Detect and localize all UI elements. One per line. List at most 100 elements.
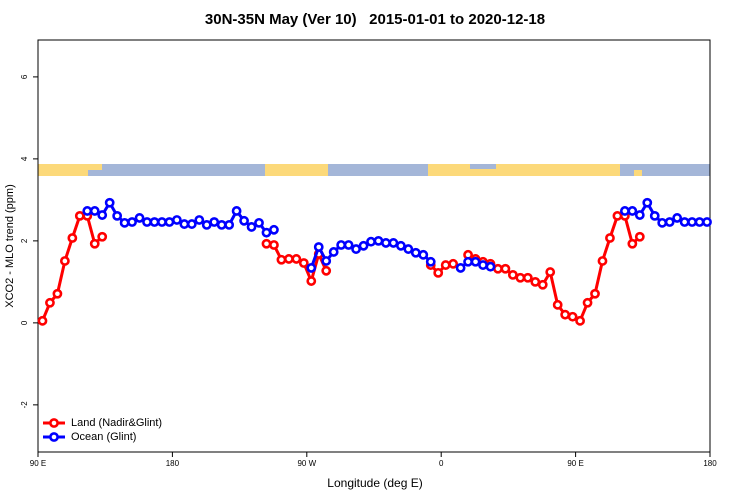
- point: [672, 213, 683, 223]
- plot-frame: [37, 39, 711, 453]
- point: [634, 231, 645, 242]
- point: [246, 222, 257, 232]
- point: [306, 276, 317, 286]
- point: [642, 197, 653, 208]
- point: [395, 240, 406, 251]
- point: [366, 236, 376, 247]
- point: [209, 217, 220, 227]
- point: [112, 210, 123, 221]
- point: [694, 217, 705, 227]
- point: [52, 288, 63, 299]
- x-tick-label: 180: [703, 459, 717, 468]
- point: [478, 260, 488, 270]
- point: [515, 272, 526, 283]
- point: [493, 263, 503, 274]
- point: [605, 233, 615, 243]
- point: [313, 242, 324, 252]
- point: [463, 256, 473, 267]
- point: [149, 217, 160, 227]
- point: [74, 210, 85, 221]
- point: [418, 249, 429, 260]
- point: [388, 238, 399, 248]
- point: [239, 215, 249, 226]
- point: [590, 288, 600, 299]
- y-axis-label: XCO2 - MLO trend (ppm): [4, 184, 16, 307]
- point: [545, 267, 556, 277]
- point: [567, 311, 578, 322]
- y-tick-label: -2: [20, 401, 29, 409]
- point: [328, 247, 339, 257]
- x-tick-label: 0: [439, 459, 444, 468]
- point: [597, 256, 608, 266]
- point: [702, 217, 712, 227]
- point: [321, 265, 332, 276]
- point: [186, 219, 197, 229]
- point: [687, 217, 697, 227]
- point: [59, 256, 70, 266]
- point: [381, 238, 391, 248]
- legend-label: Land (Nadir&Glint): [71, 417, 162, 429]
- legend-label: Ocean (Glint): [71, 431, 136, 443]
- point: [89, 238, 100, 249]
- point: [485, 261, 496, 272]
- point: [552, 299, 563, 310]
- point: [119, 217, 130, 228]
- point: [97, 210, 108, 220]
- point: [269, 240, 279, 250]
- point: [321, 256, 332, 266]
- point: [433, 267, 444, 278]
- point: [134, 213, 145, 223]
- point: [306, 263, 317, 273]
- point: [500, 263, 511, 274]
- point: [582, 297, 593, 308]
- point: [171, 215, 182, 225]
- point: [261, 238, 272, 249]
- point: [231, 206, 242, 216]
- point: [254, 217, 264, 228]
- point: [627, 238, 638, 249]
- point: [97, 231, 108, 242]
- point: [455, 263, 466, 273]
- point: [283, 254, 294, 264]
- x-tick-label: 180: [166, 459, 180, 468]
- point: [679, 217, 690, 227]
- land-band: [38, 164, 88, 176]
- point: [157, 217, 167, 227]
- point: [142, 217, 152, 227]
- point: [82, 206, 93, 216]
- x-tick-label: 90 W: [297, 459, 316, 468]
- point: [298, 258, 309, 268]
- point: [619, 206, 630, 216]
- point: [537, 279, 548, 290]
- point: [470, 256, 481, 267]
- y-tick-label: 4: [20, 156, 29, 161]
- point: [627, 206, 638, 216]
- point: [373, 235, 384, 246]
- point: [45, 297, 55, 308]
- x-tick-label: 90 E: [30, 459, 46, 468]
- point: [201, 219, 212, 230]
- point: [507, 270, 518, 280]
- point: [37, 315, 48, 326]
- land-band: [88, 164, 102, 170]
- point: [224, 219, 235, 230]
- land-ocean-band: [38, 164, 710, 176]
- point: [89, 206, 100, 216]
- point: [634, 210, 645, 220]
- legend-marker: [49, 432, 59, 442]
- point: [522, 272, 533, 283]
- point: [657, 217, 668, 228]
- point: [358, 240, 369, 251]
- point: [575, 315, 585, 326]
- land-band: [265, 164, 328, 176]
- point: [261, 227, 272, 238]
- point: [351, 244, 361, 254]
- point: [164, 217, 175, 227]
- legend-marker: [49, 418, 59, 428]
- point: [649, 210, 660, 221]
- point: [216, 219, 227, 230]
- point: [560, 309, 571, 320]
- point: [67, 233, 78, 243]
- chart-title: 30N-35N May (Ver 10) 2015-01-01 to 2020-…: [205, 11, 545, 28]
